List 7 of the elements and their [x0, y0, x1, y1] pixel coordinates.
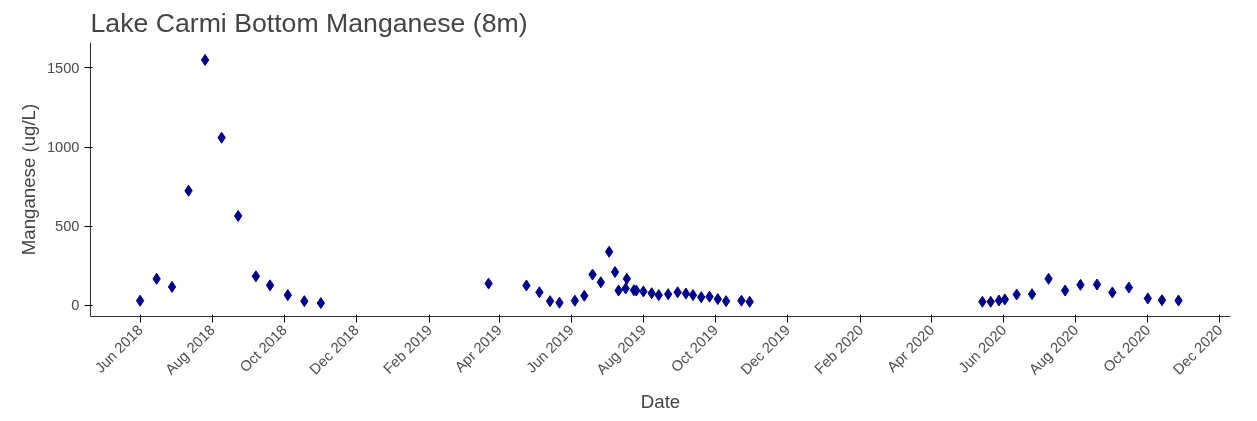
y-tick-label: 500 — [55, 218, 80, 235]
y-tick-label: 0 — [71, 297, 80, 314]
y-tick-label: 1500 — [46, 59, 80, 76]
chart-title: Lake Carmi Bottom Manganese (8m) — [90, 7, 528, 38]
y-axis-title: Manganese (ug/L) — [17, 103, 39, 256]
y-tick-label: 1000 — [46, 139, 80, 156]
x-axis-title: Date — [640, 391, 681, 413]
